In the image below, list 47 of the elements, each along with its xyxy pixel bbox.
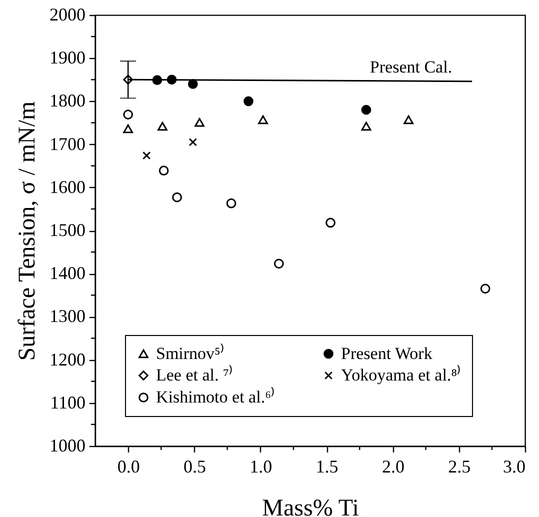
legend-label: Yokoyama et al.⁸⁾ [341,364,462,384]
point [258,115,268,124]
point [158,122,168,131]
point [480,284,490,294]
y-tick-label: 1700 [50,134,86,154]
x-axis-title: Mass% Ti [262,496,360,517]
point [194,118,204,127]
point [361,104,372,115]
series-label: Present Cal. [370,57,452,76]
y-tick-label: 2000 [50,4,86,24]
point [361,122,372,131]
point [274,258,284,269]
y-tick-label: 1200 [50,349,86,370]
point [142,151,151,160]
point [226,198,236,208]
y-tick-label: 1000 [50,436,86,456]
y-tick-label: 1100 [50,392,86,412]
x-tick-label: 0.0 [117,456,140,476]
y-tick-label: 1800 [50,90,86,111]
point [123,124,134,134]
point [172,192,182,202]
point [166,74,177,85]
point [123,110,134,120]
legend-label: Lee et al. ⁷⁾ [156,364,233,384]
legend-label: Smirnov⁵⁾ [156,342,224,363]
x-tick-label: 1.0 [250,456,272,476]
y-axis-title: Surface Tension, σ / mN/m [14,100,40,361]
y-tick-label: 1900 [50,48,86,68]
y-tick-label: 1400 [50,263,86,284]
point [326,218,336,228]
legend-label: Kishimoto et al.⁶⁾ [156,386,275,406]
point [188,138,198,146]
point [404,115,414,124]
y-tick-label: 1500 [50,220,86,240]
point [244,96,254,106]
x-tick-label: 2.0 [382,456,404,476]
y-tick-label: 1600 [50,176,86,197]
x-tick-label: 2.5 [448,456,471,476]
point [152,75,162,86]
point [158,166,169,176]
legend-label: Present Work [341,344,433,363]
y-tick-label: 1300 [50,306,86,326]
x-tick-label: 3.0 [503,456,526,476]
point [123,74,134,85]
x-tick-label: 1.5 [316,456,338,476]
x-tick-label: 0.5 [183,456,206,476]
point [188,79,198,89]
